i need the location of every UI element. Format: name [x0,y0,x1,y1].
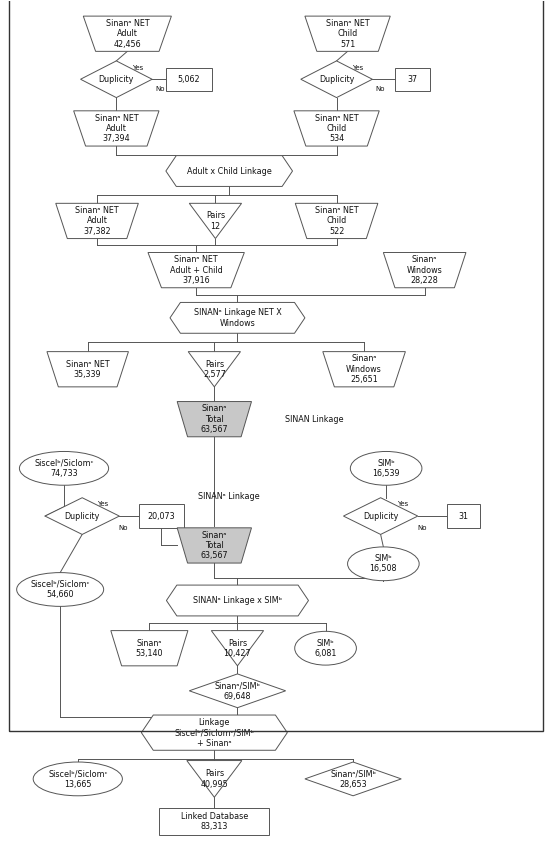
Polygon shape [384,253,466,288]
Ellipse shape [33,762,123,796]
Text: SINANᵃ Linkage x SIMᵇ: SINANᵃ Linkage x SIMᵇ [193,596,282,605]
Text: 37: 37 [407,75,418,83]
Text: Yes: Yes [97,501,108,507]
Text: Yes: Yes [132,65,144,72]
Polygon shape [83,16,171,51]
Polygon shape [177,402,252,437]
Text: Sinanᵃ NET
Child
571: Sinanᵃ NET Child 571 [326,19,369,49]
Polygon shape [170,302,305,333]
Polygon shape [343,498,418,535]
Polygon shape [305,16,390,51]
Text: Duplicity: Duplicity [99,75,134,83]
Text: No: No [376,87,385,93]
Text: No: No [156,87,165,93]
Polygon shape [301,61,373,98]
FancyBboxPatch shape [167,67,211,91]
Polygon shape [187,760,242,797]
Text: Adult x Child Linkage: Adult x Child Linkage [187,167,272,175]
Ellipse shape [348,547,419,581]
Polygon shape [295,203,378,238]
Text: SINAN Linkage: SINAN Linkage [285,414,344,424]
Text: Pairs
40,995: Pairs 40,995 [200,770,228,789]
Ellipse shape [295,632,357,665]
Text: SIMᵇ
16,508: SIMᵇ 16,508 [370,554,397,573]
Text: Pairs
12: Pairs 12 [206,211,225,231]
Polygon shape [45,498,119,535]
Text: Sinanᵃ
Windows
25,651: Sinanᵃ Windows 25,651 [346,354,382,384]
Text: SIMᵇ
16,539: SIMᵇ 16,539 [372,459,400,478]
Text: SINANᵃ Linkage: SINANᵃ Linkage [198,492,260,501]
Text: Sinanᵃ NET
Adult + Child
37,916: Sinanᵃ NET Adult + Child 37,916 [170,255,222,285]
Text: No: No [417,525,427,531]
Polygon shape [305,762,401,796]
Text: Yes: Yes [397,501,408,507]
Text: 20,073: 20,073 [148,512,176,520]
Polygon shape [111,631,188,666]
Text: Sinanᵃ/SIMᵇ
28,653: Sinanᵃ/SIMᵇ 28,653 [330,770,376,789]
Ellipse shape [17,573,104,606]
Text: No: No [119,525,128,531]
Polygon shape [73,111,159,146]
FancyBboxPatch shape [395,67,429,91]
Text: Sinanᵃ
53,140: Sinanᵃ 53,140 [136,638,163,658]
Text: Yes: Yes [352,65,364,72]
Text: Sinanᵃ
Total
63,567: Sinanᵃ Total 63,567 [200,530,228,560]
Polygon shape [56,203,139,238]
Ellipse shape [19,451,109,485]
FancyBboxPatch shape [447,504,480,528]
Text: Pairs
2,577: Pairs 2,577 [203,360,226,379]
Polygon shape [189,203,242,238]
FancyBboxPatch shape [139,504,184,528]
Text: Pairs
10,427: Pairs 10,427 [224,638,251,658]
Text: Siscelᵇ/Siclomᶜ
13,665: Siscelᵇ/Siclomᶜ 13,665 [48,770,108,789]
Text: Siscelᵇ/Siclomᶜ
54,660: Siscelᵇ/Siclomᶜ 54,660 [30,580,90,600]
Polygon shape [177,528,252,563]
Text: Duplicity: Duplicity [363,512,399,520]
Text: SIMᵇ
6,081: SIMᵇ 6,081 [315,638,337,658]
Text: Linked Database
83,313: Linked Database 83,313 [181,812,248,831]
Text: Duplicity: Duplicity [65,512,100,520]
Text: Sinanᵃ NET
Adult
37,394: Sinanᵃ NET Adult 37,394 [94,114,138,143]
Text: 31: 31 [458,512,468,520]
Polygon shape [166,156,293,186]
Polygon shape [211,631,264,666]
Text: SINANᵃ Linkage NET X
Windows: SINANᵃ Linkage NET X Windows [194,308,282,328]
Text: Siscelᵇ/Siclomᶜ
74,733: Siscelᵇ/Siclomᶜ 74,733 [34,459,94,478]
Polygon shape [294,111,379,146]
Polygon shape [189,674,285,707]
Polygon shape [141,715,287,750]
Text: Duplicity: Duplicity [319,75,354,83]
Polygon shape [323,352,405,386]
Polygon shape [81,61,152,98]
Text: Sinanᵃ
Total
63,567: Sinanᵃ Total 63,567 [200,404,228,434]
Text: Sinanᵃ NET
Child
534: Sinanᵃ NET Child 534 [315,114,358,143]
Ellipse shape [351,451,422,485]
Polygon shape [47,352,129,386]
Text: Linkage
Siscelᵇ/Siclomᶜ/SIMᵇ
+ Sinanᵃ: Linkage Siscelᵇ/Siclomᶜ/SIMᵇ + Sinanᵃ [174,717,254,748]
Text: Sinanᵃ NET
Child
522: Sinanᵃ NET Child 522 [315,206,358,236]
Text: Sinanᵃ NET
Adult
42,456: Sinanᵃ NET Adult 42,456 [105,19,149,49]
FancyBboxPatch shape [160,807,269,835]
Text: Sinanᵃ/SIMᵇ
69,648: Sinanᵃ/SIMᵇ 69,648 [215,681,261,701]
Text: 5,062: 5,062 [178,75,200,83]
Polygon shape [167,585,309,616]
Text: Sinanᵃ NET
Adult
37,382: Sinanᵃ NET Adult 37,382 [75,206,119,236]
Text: Sinanᵃ
Windows
28,228: Sinanᵃ Windows 28,228 [407,255,443,285]
Polygon shape [188,352,241,386]
Text: Sinanᵃ NET
35,339: Sinanᵃ NET 35,339 [66,360,109,379]
Polygon shape [148,253,245,288]
